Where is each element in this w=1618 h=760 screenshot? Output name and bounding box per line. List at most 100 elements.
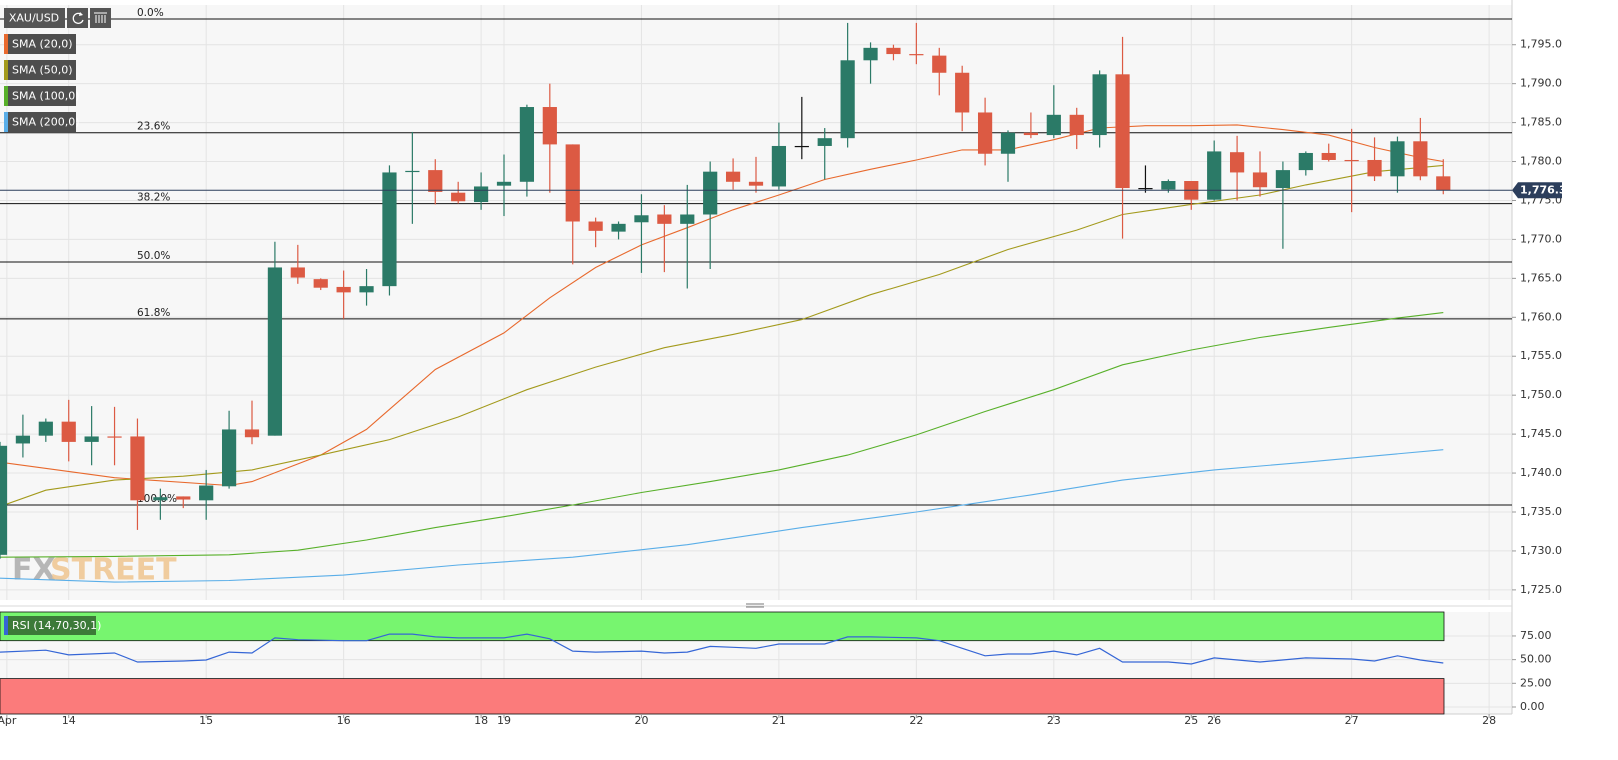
y-tick-label: 1,750.0 <box>1520 388 1562 401</box>
candle-body <box>473 186 489 203</box>
settings-button[interactable] <box>90 8 111 28</box>
x-tick-label: 28 <box>1482 714 1496 727</box>
x-tick-label: 22 <box>909 714 923 727</box>
candle-body <box>84 436 99 442</box>
sma-line <box>0 124 1444 487</box>
rsi: RSI (14,70,30,1) <box>0 611 1445 715</box>
candle-body <box>794 145 809 148</box>
indicator-tag-label: SMA (50,0) <box>12 64 73 77</box>
indicator-tag-label: SMA (200,0) <box>12 116 80 129</box>
y-tick-label: 1,735.0 <box>1520 505 1562 518</box>
indicator-tag[interactable]: RSI (14,70,30,1) <box>4 616 101 635</box>
candle-body <box>1138 188 1153 190</box>
symbol-box[interactable] <box>4 8 65 28</box>
indicator-tag-box <box>4 60 76 80</box>
candle-body <box>38 421 53 436</box>
x-tick-label: 26 <box>1207 714 1221 727</box>
last-price-box <box>1512 182 1562 199</box>
x-tick-label: 19 <box>497 714 511 727</box>
sma-line <box>0 312 1444 558</box>
candles <box>0 22 1451 559</box>
candle-body <box>863 47 878 61</box>
indicator-tag-color <box>4 86 8 106</box>
overbought-band <box>0 611 1445 642</box>
oversold-band <box>0 678 1445 715</box>
candle-body <box>680 214 695 224</box>
candle-body <box>565 144 580 222</box>
y-tick-label: 1,745.0 <box>1520 427 1562 440</box>
y-tick-label: 1,790.0 <box>1520 77 1562 90</box>
x-tick-label: 16 <box>337 714 351 727</box>
indicator-tag-label: RSI (14,70,30,1) <box>12 619 101 632</box>
candle-body <box>267 267 283 436</box>
y-tick-label: 1,785.0 <box>1520 116 1562 129</box>
last-price-label: 1,776.32 <box>1520 184 1574 197</box>
candle-body <box>1367 159 1382 177</box>
watermark-fx: FX <box>12 553 56 588</box>
candle-body <box>244 429 260 438</box>
y-tick-label: 1,730.0 <box>1520 544 1562 557</box>
candle-body <box>1000 132 1016 154</box>
indicator-tag[interactable]: SMA (50,0) <box>4 60 76 80</box>
candle-body <box>542 107 557 145</box>
axes: 1,725.0 1,730.0 1,735.0 1,740.0 1,745.0 1,750… <box>0 38 1574 727</box>
candle-body <box>1413 141 1428 177</box>
indicator-tag-box <box>4 112 76 132</box>
indicator-tag[interactable]: SMA (100,0) <box>4 86 80 106</box>
candle-body <box>817 138 832 146</box>
price-plot-area <box>0 5 1512 600</box>
indicator-tag[interactable]: SMA (200,0) <box>4 112 80 132</box>
y-tick-label: 50.00 <box>1520 653 1552 666</box>
x-tick-label: 21 <box>772 714 786 727</box>
toolbar: XAU/USD SMA (20,0) SMA (50,0) SMA (100,0) S… <box>4 8 111 132</box>
fib-level-label: 0.0% <box>137 7 164 19</box>
y-tick-label: 1,770.0 <box>1520 232 1562 245</box>
candle-body <box>1390 141 1405 177</box>
candle-body <box>451 192 466 202</box>
y-tick-label: 1,765.0 <box>1520 271 1562 284</box>
fib-level-label: 50.0% <box>137 250 170 262</box>
x-tick-label: 14 <box>62 714 76 727</box>
candle-body <box>496 181 512 186</box>
panel-resize-handle[interactable] <box>746 603 764 608</box>
indicator-tag-color <box>4 112 8 132</box>
candle-body <box>1229 152 1245 173</box>
candle-body <box>428 170 443 192</box>
candle-body <box>336 286 351 293</box>
fib-level-label: 61.8% <box>137 307 170 319</box>
rsi-line <box>0 633 1444 665</box>
fib-level-label: 38.2% <box>137 192 170 204</box>
candle-body <box>657 214 672 224</box>
candle-body <box>107 436 122 438</box>
candle-body <box>1436 176 1451 191</box>
candle-body <box>771 145 787 187</box>
indicator-tag-color <box>4 60 8 80</box>
candle-body <box>1275 170 1291 189</box>
fib-levels: 0.0%23.6%38.2%50.0%61.8%100.0% <box>0 7 1512 506</box>
candle-body <box>1321 152 1336 160</box>
candle-body <box>725 171 741 182</box>
candle-body <box>703 171 718 215</box>
y-tick-label: 75.00 <box>1520 629 1552 642</box>
candle-body <box>1344 159 1359 162</box>
candle-body <box>199 485 214 501</box>
sma-line <box>0 449 1444 583</box>
candle-body <box>1023 132 1039 136</box>
indicator-tag-box <box>4 34 76 54</box>
candle-body <box>290 267 305 278</box>
y-tick-label: 1,740.0 <box>1520 466 1562 479</box>
candle-body <box>1046 114 1061 136</box>
x-tick-label: 18 <box>474 714 488 727</box>
x-tick-label: 15 <box>199 714 213 727</box>
candle-body <box>886 47 901 55</box>
candle-body <box>611 223 626 232</box>
indicator-tag[interactable]: SMA (20,0) <box>4 34 76 54</box>
candle-body <box>1252 172 1268 188</box>
candle-body <box>1115 74 1130 189</box>
refresh-button[interactable] <box>67 8 88 28</box>
x-tick-label: Apr <box>0 714 17 727</box>
candle-body <box>748 181 764 186</box>
candle-body <box>61 421 76 442</box>
candle-body <box>840 60 855 139</box>
candle-body <box>221 429 237 487</box>
